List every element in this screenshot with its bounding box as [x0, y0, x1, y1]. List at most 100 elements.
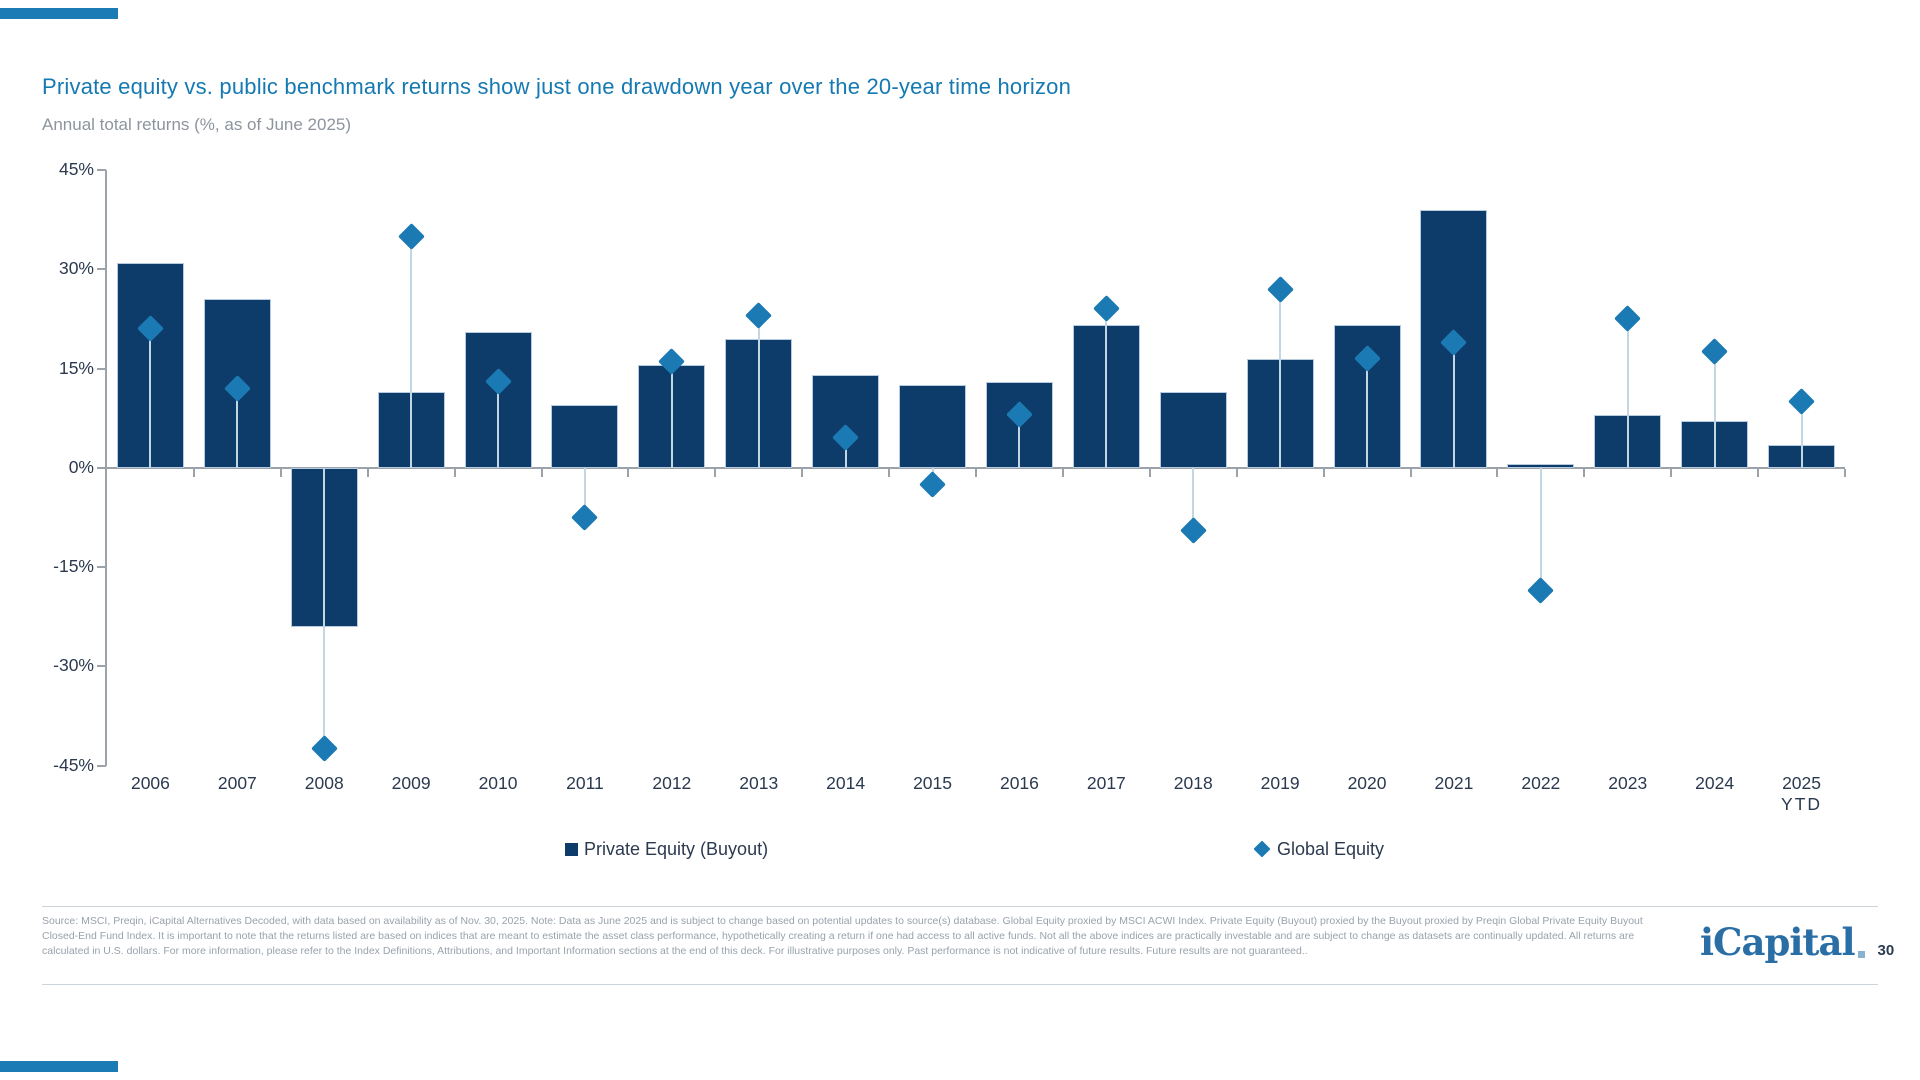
y-axis-tick: [97, 566, 106, 568]
x-axis-label: 2006: [130, 773, 170, 793]
y-axis-label: 45%: [58, 159, 94, 179]
marker-stem: [583, 467, 586, 518]
x-axis-label: 2011: [566, 773, 604, 793]
y-axis-tick: [97, 764, 106, 767]
legend-item-global-equity: Global Equity: [1253, 838, 1385, 860]
pe-bar-2018: [1159, 391, 1227, 468]
icapital-logo: iCapital: [1700, 920, 1856, 964]
x-axis-tick: [801, 468, 804, 477]
marker-stem: [323, 467, 326, 749]
marker-stem: [1713, 351, 1716, 468]
global-equity-marker-2009: [397, 222, 425, 250]
pe-bar-2022: [1507, 464, 1575, 468]
footer-top-rule: [42, 906, 1878, 907]
x-axis-label: 2016: [999, 773, 1039, 793]
x-axis-tick: [1148, 468, 1151, 477]
y-axis-tick: [97, 665, 106, 668]
x-axis-label: 2021: [1434, 773, 1474, 793]
x-axis-tick: [453, 468, 456, 477]
x-axis-tick: [1409, 468, 1412, 477]
global-equity-marker-2008: [310, 735, 338, 763]
marker-stem: [1539, 467, 1542, 591]
marker-stem: [1279, 289, 1282, 468]
y-axis-tick: [97, 169, 106, 171]
x-axis-label: 2007: [217, 773, 257, 793]
x-axis-label: 2023: [1608, 773, 1648, 793]
marker-stem: [410, 236, 413, 468]
global-equity-marker-2018: [1179, 517, 1207, 545]
global-equity-marker-2013: [745, 302, 773, 329]
marker-stem: [149, 328, 152, 468]
global-equity-marker-2025: [1788, 388, 1815, 416]
x-axis-tick: [192, 468, 195, 477]
x-axis-label: 2014: [826, 773, 866, 793]
x-axis-tick: [1670, 468, 1673, 477]
global-equity-marker-2023: [1614, 305, 1642, 333]
marker-stem: [757, 315, 760, 468]
x-axis-tick: [366, 468, 369, 477]
x-axis-tick: [714, 468, 717, 477]
page-number: 30: [1877, 942, 1895, 959]
page-subtitle: Annual total returns (%, as of June 2025…: [42, 115, 352, 134]
x-axis-tick: [627, 468, 630, 477]
marker-stem: [670, 361, 673, 468]
x-axis-tick: [1583, 468, 1586, 477]
x-axis-label: 2020: [1347, 773, 1387, 793]
x-axis-tick: [1061, 468, 1064, 477]
x-axis-label: 2017: [1086, 773, 1126, 793]
page-title: Private equity vs. public benchmark retu…: [42, 74, 1072, 99]
x-axis-tick: [888, 468, 891, 477]
x-axis-line: [105, 466, 1845, 469]
global-equity-marker-2019: [1266, 275, 1294, 303]
marker-stem: [1192, 467, 1195, 531]
y-axis-label: 0%: [68, 456, 94, 477]
y-axis-label: 30%: [58, 258, 94, 279]
global-equity-marker-2024: [1701, 338, 1729, 366]
x-axis-tick: [1757, 468, 1760, 477]
marker-stem: [844, 437, 847, 468]
top-accent-bar: [0, 8, 118, 19]
x-axis-tick: [279, 468, 282, 477]
marker-stem: [1018, 414, 1021, 468]
x-axis-label: 2010: [478, 773, 518, 793]
marker-stem: [1626, 318, 1629, 468]
x-axis-label: 2013: [739, 773, 779, 793]
x-axis-label: 2008: [304, 773, 344, 793]
x-axis-label: 2019: [1260, 773, 1300, 793]
x-axis-label: 2015: [913, 773, 952, 793]
global-equity-marker-2011: [571, 503, 599, 531]
marker-stem: [236, 388, 239, 468]
x-axis-label: 2009: [391, 773, 431, 793]
marker-stem: [1366, 358, 1369, 468]
marker-stem: [497, 381, 500, 468]
global-equity-marker-2015: [919, 470, 946, 498]
bottom-accent-bar: [0, 1061, 118, 1072]
pe-bar-2011: [551, 404, 619, 468]
x-axis-tick: [540, 468, 543, 477]
legend-label-global-equity: Global Equity: [1277, 838, 1385, 859]
x-axis-label: 2012: [652, 773, 692, 793]
marker-stem: [1800, 401, 1803, 468]
x-axis-tick: [1496, 468, 1499, 477]
global-equity-diamond-swatch: [1253, 840, 1271, 858]
y-axis-label: 15%: [58, 357, 94, 378]
y-axis-label: -15%: [53, 556, 94, 576]
y-axis-label: -30%: [53, 655, 94, 676]
y-axis-tick: [97, 466, 106, 469]
x-axis-label: 2022: [1521, 773, 1561, 793]
y-axis-label: -45%: [53, 754, 94, 775]
y-axis-tick: [97, 367, 106, 370]
x-axis-tick: [1322, 468, 1325, 477]
pe-bar-2015: [899, 385, 967, 468]
x-axis-label: 2018: [1173, 773, 1213, 793]
x-axis-tick: [1844, 468, 1846, 477]
global-equity-marker-2022: [1527, 576, 1555, 604]
legend-label-private-equity: Private Equity (Buyout): [584, 838, 769, 859]
y-axis-tick: [97, 268, 106, 271]
marker-stem: [1452, 342, 1455, 468]
x-axis-tick: [1235, 468, 1238, 477]
logo-block: iCapital 30: [1700, 920, 1894, 964]
x-axis-tick: [975, 468, 977, 477]
global-equity-marker-2017: [1092, 295, 1120, 323]
x-axis-label: 2024: [1695, 773, 1735, 793]
